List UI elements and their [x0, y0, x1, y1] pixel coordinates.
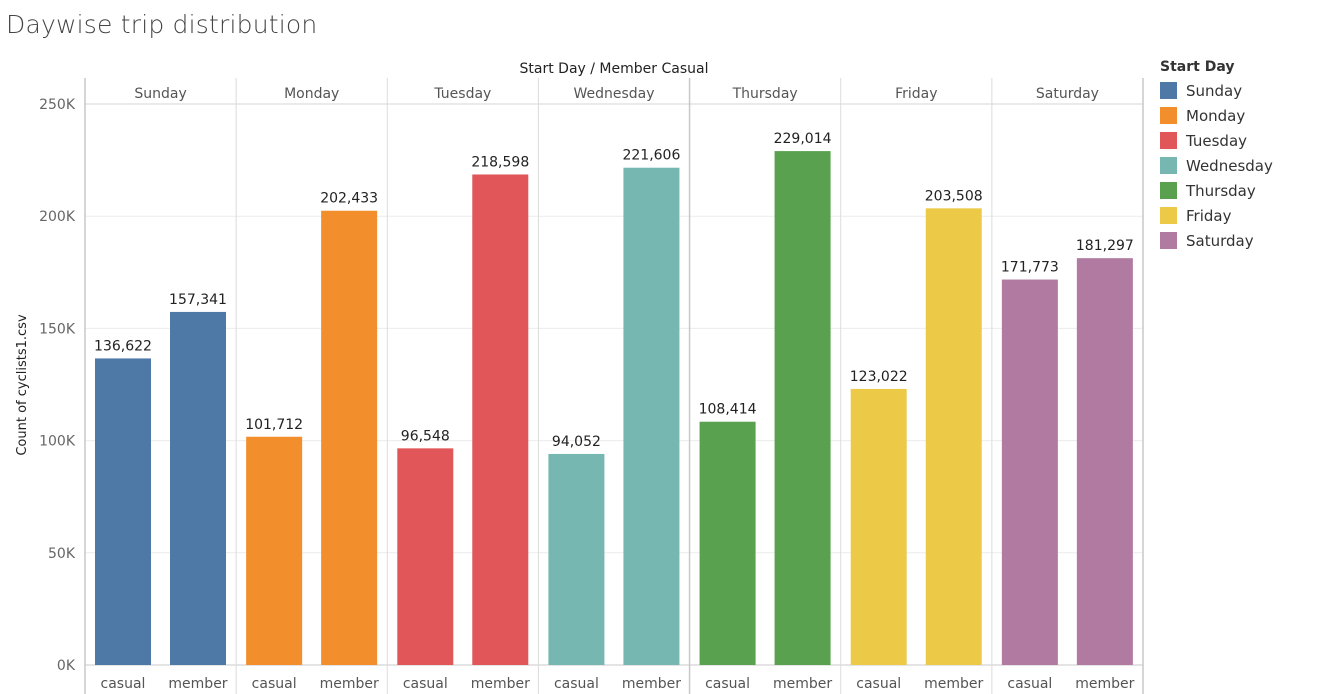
bar-sunday-casual [95, 358, 151, 665]
data-label: 101,712 [245, 417, 303, 433]
legend-swatch [1160, 82, 1177, 99]
bar-saturday-member [1076, 258, 1133, 665]
data-label: 94,052 [552, 434, 601, 450]
data-label: 221,606 [622, 148, 680, 164]
bar-monday-member [321, 210, 378, 665]
legend-label: Monday [1186, 106, 1246, 125]
x-tick-label: member [773, 676, 832, 692]
legend-label: Thursday [1186, 181, 1256, 200]
y-tick-label: 50K [48, 546, 76, 562]
day-header-monday: Monday [284, 86, 339, 102]
data-label: 171,773 [1001, 260, 1059, 276]
bar-tuesday-casual [397, 448, 454, 665]
bar-friday-casual [850, 388, 907, 665]
day-header-sunday: Sunday [134, 86, 186, 102]
chart-title: Daywise trip distribution [6, 10, 318, 39]
y-tick-label: 250K [39, 97, 76, 113]
legend-item-tuesday[interactable]: Tuesday [1160, 128, 1273, 153]
x-tick-label: member [622, 676, 681, 692]
legend-label: Wednesday [1186, 156, 1273, 175]
legend-label: Sunday [1186, 81, 1243, 100]
x-tick-label: casual [705, 676, 750, 692]
legend-swatch [1160, 232, 1177, 249]
bar-friday-member [925, 208, 982, 665]
data-label: 108,414 [699, 402, 757, 418]
day-header-thursday: Thursday [732, 86, 798, 102]
data-label: 96,548 [401, 428, 450, 444]
x-tick-label: member [320, 676, 379, 692]
legend-item-monday[interactable]: Monday [1160, 103, 1273, 128]
data-label: 123,022 [850, 369, 908, 385]
column-header: Start Day / Member Casual [520, 61, 709, 77]
x-tick-label: member [471, 676, 530, 692]
legend-item-thursday[interactable]: Thursday [1160, 178, 1273, 203]
bar-sunday-member [170, 311, 226, 665]
legend: Start Day Sunday Monday Tuesday Wednesday Th… [1160, 59, 1273, 253]
legend-label: Saturday [1186, 231, 1254, 250]
legend-swatch [1160, 107, 1177, 124]
y-tick-label: 100K [39, 434, 76, 450]
legend-item-sunday[interactable]: Sunday [1160, 78, 1273, 103]
x-tick-label: casual [856, 676, 901, 692]
legend-swatch [1160, 157, 1177, 174]
legend-items: Sunday Monday Tuesday Wednesday Thursday Frid… [1160, 78, 1273, 253]
bar-thursday-casual [699, 421, 756, 665]
legend-swatch [1160, 182, 1177, 199]
x-tick-label: casual [403, 676, 448, 692]
y-tick-label: 150K [39, 321, 76, 337]
data-label: 203,508 [925, 188, 983, 204]
bar-chart: Start Day / Member Casual Count of cyclis… [15, 61, 1144, 694]
x-tick-label: casual [252, 676, 297, 692]
day-header-tuesday: Tuesday [433, 86, 491, 102]
legend-item-wednesday[interactable]: Wednesday [1160, 153, 1273, 178]
data-label: 218,598 [471, 154, 529, 170]
legend-label: Friday [1186, 206, 1232, 225]
bar-monday-casual [246, 436, 303, 665]
legend-swatch [1160, 207, 1177, 224]
data-label: 181,297 [1076, 238, 1134, 254]
x-tick-label: casual [101, 676, 146, 692]
x-tick-label: member [924, 676, 983, 692]
y-axis-label: Count of cyclists1.csv [15, 314, 30, 456]
x-tick-label: casual [1007, 676, 1052, 692]
y-tick-label: 200K [39, 209, 76, 225]
x-tick-label: member [1075, 676, 1134, 692]
x-tick-label: casual [554, 676, 599, 692]
day-header-saturday: Saturday [1036, 86, 1099, 102]
day-header-friday: Friday [895, 86, 937, 102]
bar-tuesday-member [472, 174, 529, 665]
x-tick-label: member [168, 676, 227, 692]
data-label: 202,433 [320, 191, 378, 207]
legend-title: Start Day [1160, 59, 1235, 75]
y-tick-label: 0K [57, 658, 76, 674]
data-label: 136,622 [94, 338, 152, 354]
bar-wednesday-casual [548, 453, 605, 665]
bar-thursday-member [774, 151, 831, 665]
data-label: 229,014 [774, 131, 832, 147]
legend-item-friday[interactable]: Friday [1160, 203, 1273, 228]
legend-label: Tuesday [1186, 131, 1248, 150]
legend-item-saturday[interactable]: Saturday [1160, 228, 1273, 253]
data-label: 157,341 [169, 292, 227, 308]
legend-swatch [1160, 132, 1177, 149]
bar-saturday-casual [1001, 279, 1058, 665]
day-header-wednesday: Wednesday [573, 86, 654, 102]
bar-wednesday-member [623, 167, 680, 666]
